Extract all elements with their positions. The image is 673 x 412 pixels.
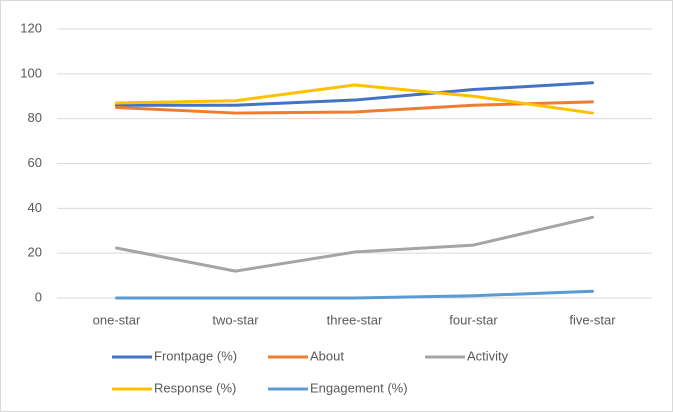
x-tick-label: three-star [327, 312, 383, 327]
x-tick-label: two-star [212, 312, 259, 327]
y-tick-label: 80 [28, 110, 42, 125]
y-tick-label: 0 [35, 289, 42, 304]
x-tick-label: four-star [449, 312, 498, 327]
series-line [115, 215, 594, 273]
y-tick-label: 40 [28, 200, 42, 215]
y-tick-label: 60 [28, 155, 42, 170]
legend-label: About [310, 348, 344, 363]
x-tick-label: one-star [93, 312, 141, 327]
series-line [115, 83, 594, 115]
legend-label: Engagement (%) [310, 380, 408, 395]
legend-label: Activity [467, 348, 509, 363]
series-line [115, 100, 594, 115]
series-line [115, 81, 594, 107]
legend-label: Frontpage (%) [154, 348, 237, 363]
y-tick-label: 100 [20, 65, 42, 80]
x-tick-label: five-star [569, 312, 616, 327]
y-tick-label: 20 [28, 245, 42, 260]
series-line [115, 289, 594, 300]
y-tick-label: 120 [20, 20, 42, 35]
legend-label: Response (%) [154, 380, 236, 395]
